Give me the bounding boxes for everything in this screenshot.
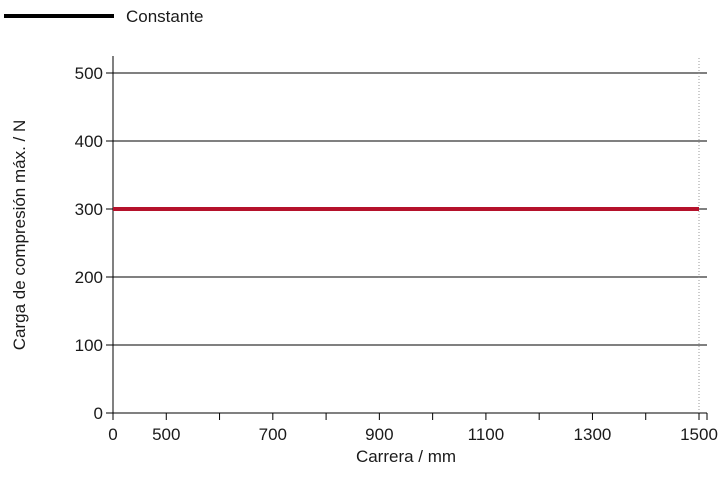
x-tick-label: 1500 — [680, 425, 718, 444]
x-tick-label: 500 — [152, 425, 180, 444]
x-ticks: 0 500 700 900 1100 1300 1500 — [108, 413, 718, 444]
legend: Constante — [4, 7, 204, 26]
y-tick-label: 400 — [75, 132, 103, 151]
y-tick-label: 500 — [75, 64, 103, 83]
x-tick-label: 1300 — [574, 425, 612, 444]
y-tick-label: 200 — [75, 268, 103, 287]
x-tick-label: 900 — [365, 425, 393, 444]
x-tick-label: 1100 — [468, 425, 505, 444]
legend-label: Constante — [126, 7, 204, 26]
y-tick-label: 0 — [94, 404, 103, 423]
y-ticks: 0 100 200 300 400 500 — [75, 64, 113, 423]
x-axis-title: Carrera / mm — [356, 447, 456, 466]
x-tick-label: 0 — [108, 425, 117, 444]
x-tick-label: 700 — [259, 425, 287, 444]
y-tick-label: 100 — [75, 336, 103, 355]
y-axis-title: Carga de compresión máx. / N — [10, 120, 29, 351]
y-tick-label: 300 — [75, 200, 103, 219]
